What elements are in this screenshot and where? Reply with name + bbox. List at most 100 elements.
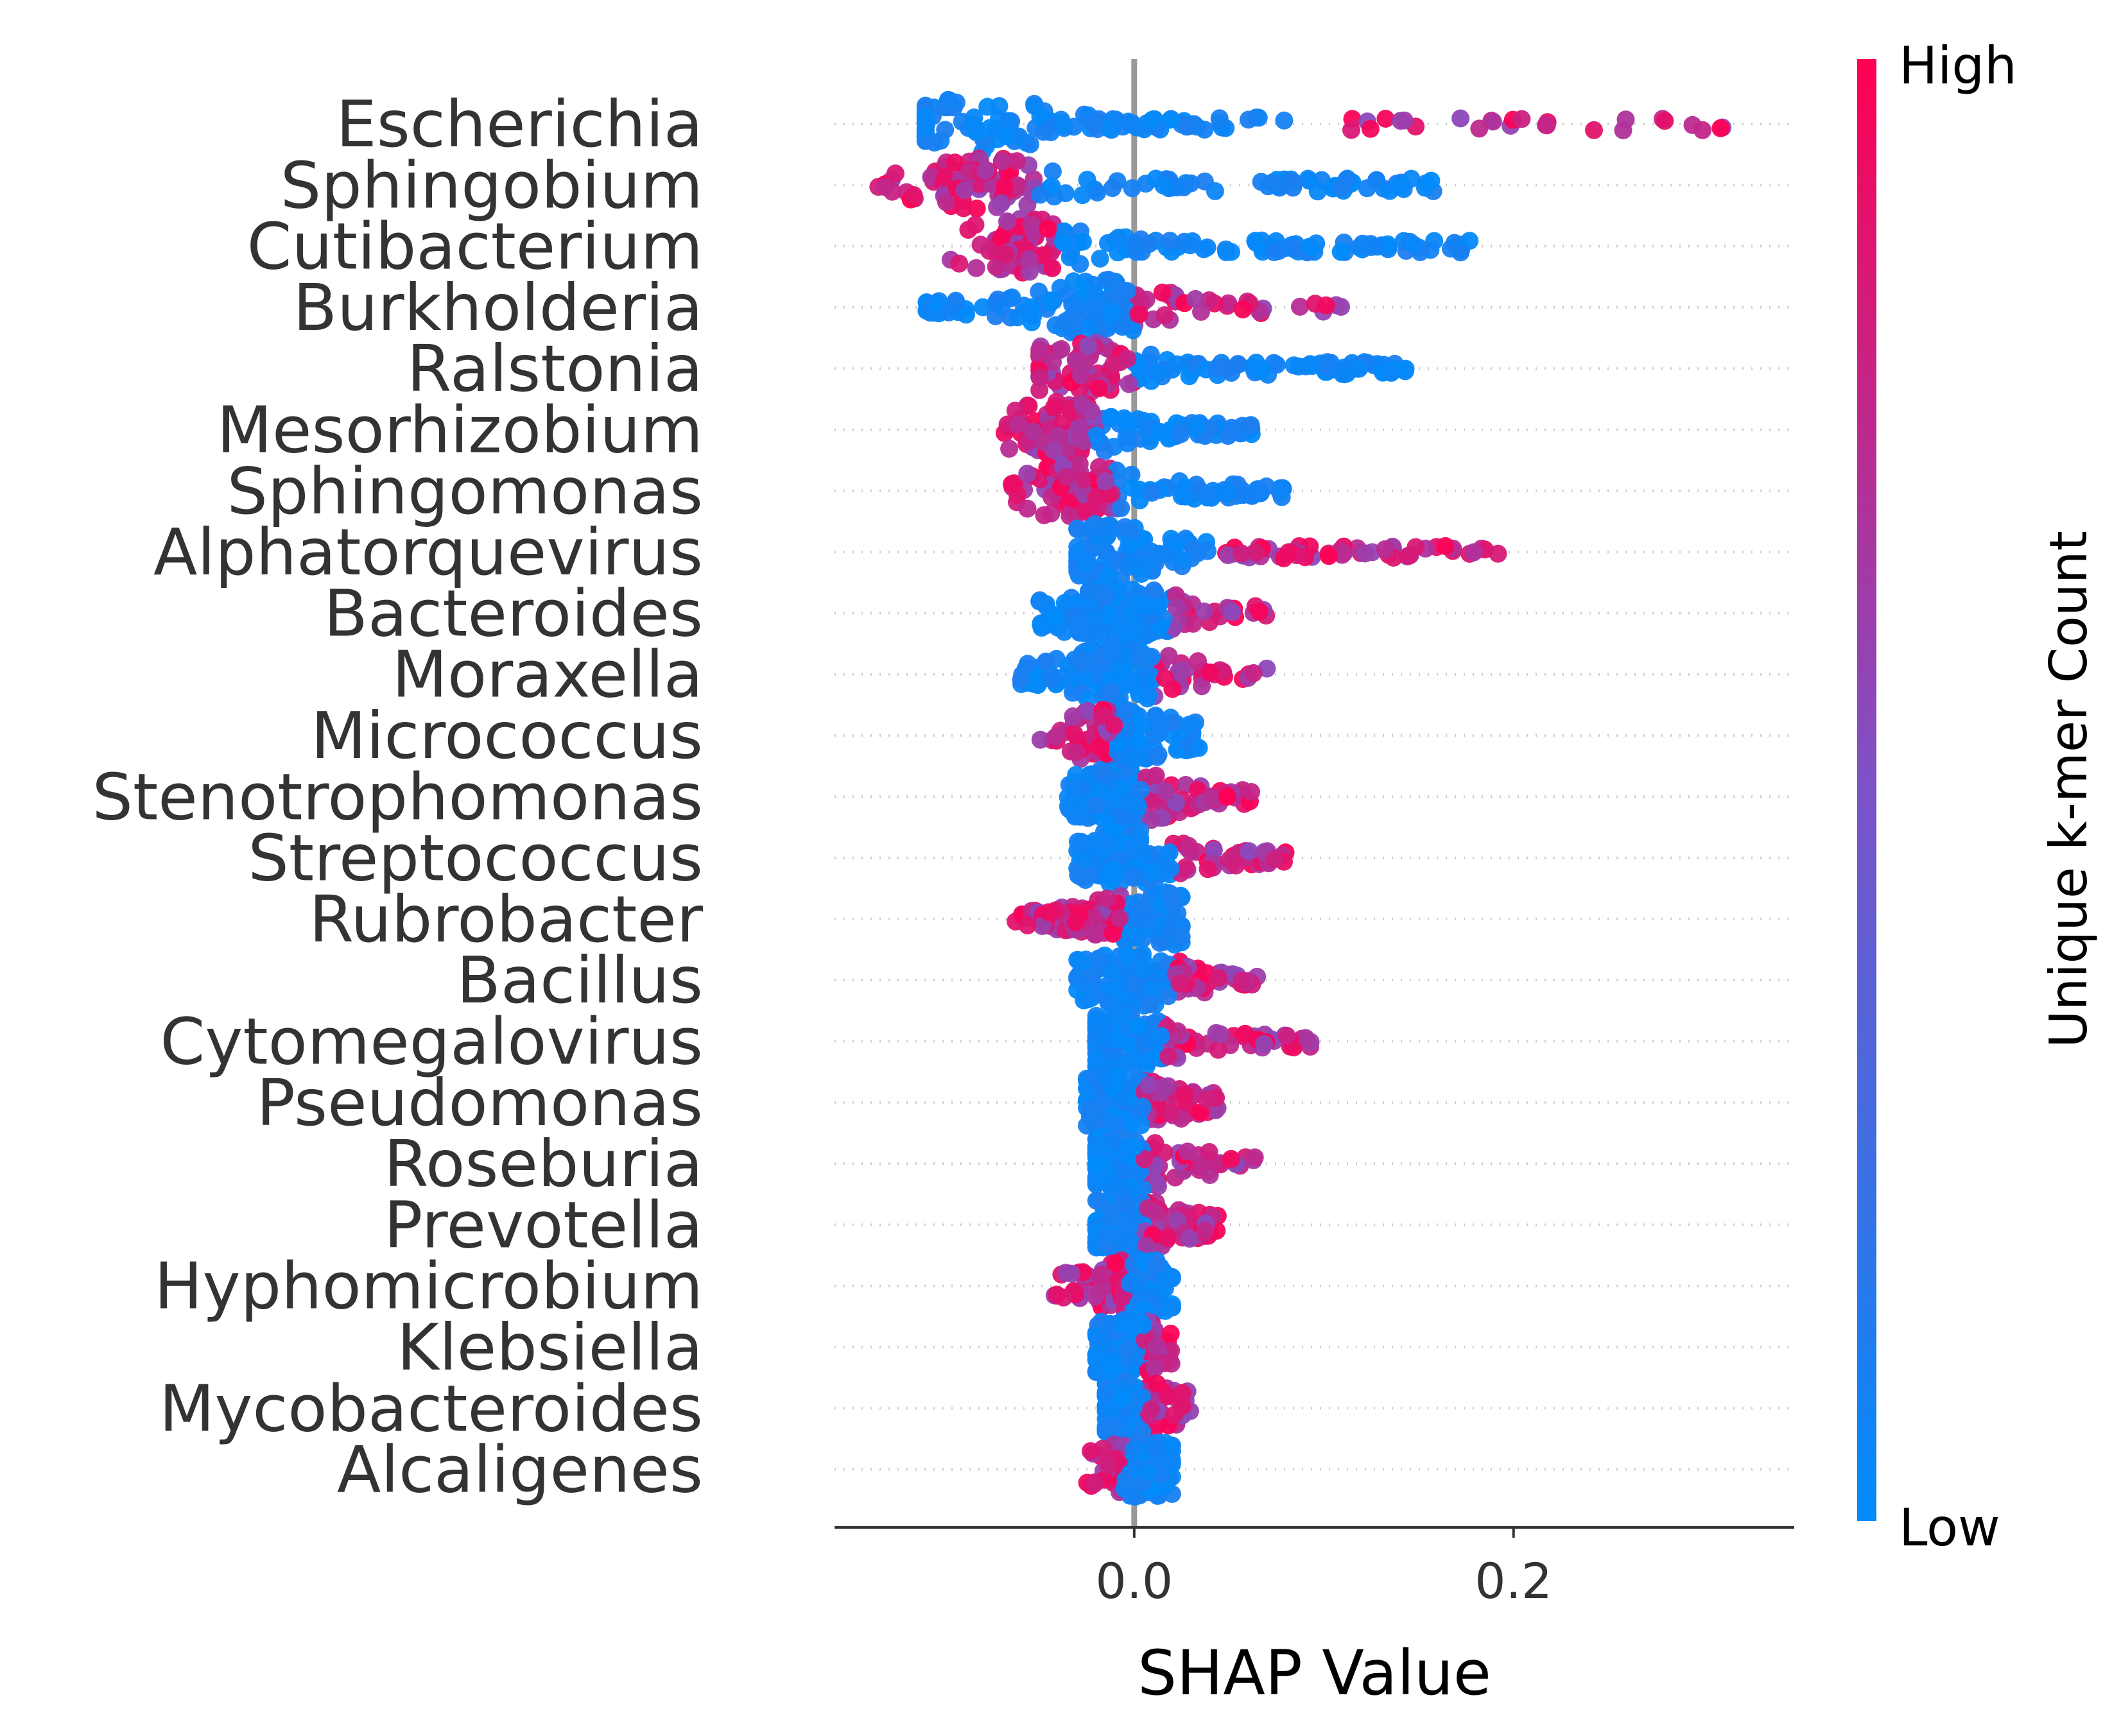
shap-point bbox=[1095, 442, 1114, 460]
shap-point bbox=[1161, 232, 1179, 250]
shap-point bbox=[1147, 1337, 1166, 1356]
shap-point bbox=[1198, 486, 1216, 504]
shap-point bbox=[1199, 860, 1217, 879]
shap-point bbox=[1078, 701, 1097, 720]
shap-point bbox=[1153, 1278, 1172, 1297]
shap-point bbox=[1156, 669, 1174, 687]
shap-point bbox=[1118, 350, 1137, 368]
shap-point bbox=[1080, 582, 1098, 601]
shap-points bbox=[869, 90, 1732, 1506]
shap-point bbox=[1145, 920, 1163, 939]
shap-point bbox=[1436, 537, 1455, 555]
shap-point bbox=[1091, 1035, 1109, 1053]
shap-point bbox=[1172, 927, 1191, 946]
shap-point bbox=[1120, 536, 1138, 554]
shap-point bbox=[1158, 1228, 1177, 1247]
shap-point bbox=[1199, 542, 1217, 560]
shap-point bbox=[1285, 356, 1303, 375]
shap-point bbox=[1145, 1359, 1164, 1377]
shap-point bbox=[1043, 670, 1061, 689]
shap-point bbox=[1585, 121, 1603, 139]
feature-label: Cutibacterium bbox=[247, 209, 703, 284]
shap-point bbox=[1172, 425, 1190, 443]
colorbar-title: Unique k-mer Count bbox=[2039, 531, 2099, 1048]
shap-point bbox=[1167, 598, 1186, 617]
shap-point bbox=[1073, 395, 1092, 414]
shap-point bbox=[1265, 243, 1283, 261]
shap-point bbox=[1179, 1142, 1197, 1161]
feature-label: Cytomegalovirus bbox=[160, 1004, 703, 1079]
x-tick-label: 0.0 bbox=[1095, 1552, 1173, 1610]
shap-point bbox=[1057, 468, 1076, 486]
shap-point bbox=[1367, 171, 1386, 189]
shap-point bbox=[1451, 109, 1470, 128]
colorbar bbox=[1857, 59, 1876, 1521]
shap-point bbox=[1160, 843, 1179, 862]
shap-point bbox=[1149, 364, 1168, 382]
shap-point bbox=[1104, 1417, 1122, 1436]
shap-point bbox=[940, 91, 958, 110]
shap-point bbox=[1331, 243, 1350, 261]
shap-point bbox=[1073, 651, 1092, 669]
shap-point bbox=[1317, 296, 1335, 314]
shap-point bbox=[1176, 487, 1195, 506]
shap-point bbox=[1170, 974, 1189, 993]
shap-point bbox=[1063, 295, 1082, 314]
feature-label: Ralstonia bbox=[407, 331, 703, 406]
shap-point bbox=[1090, 458, 1108, 476]
shap-point bbox=[1005, 474, 1023, 493]
shap-point bbox=[1132, 961, 1150, 980]
shap-point bbox=[1086, 608, 1104, 627]
shap-point bbox=[1103, 179, 1121, 198]
shap-point bbox=[1146, 583, 1164, 602]
shap-point bbox=[1242, 416, 1260, 434]
shap-point bbox=[1105, 716, 1123, 734]
shap-point bbox=[1154, 176, 1173, 194]
shap-point bbox=[1255, 1035, 1274, 1053]
shap-point bbox=[1057, 666, 1076, 684]
shap-point bbox=[1168, 355, 1186, 374]
shap-point bbox=[1089, 1192, 1108, 1210]
shap-point bbox=[1095, 587, 1114, 606]
shap-point bbox=[1066, 913, 1085, 932]
shap-point bbox=[1012, 670, 1030, 689]
shap-point bbox=[1031, 185, 1050, 204]
shap-point bbox=[1035, 506, 1053, 524]
shap-point bbox=[1119, 112, 1138, 131]
shap-point bbox=[1118, 960, 1136, 979]
shap-point bbox=[1085, 115, 1104, 133]
shap-point bbox=[1087, 426, 1105, 445]
shap-point bbox=[1143, 110, 1162, 129]
shap-point bbox=[1102, 1006, 1120, 1025]
shap-point bbox=[1213, 357, 1232, 376]
shap-point bbox=[1156, 306, 1174, 325]
shap-point bbox=[1195, 602, 1213, 621]
shap-point bbox=[1188, 418, 1206, 437]
shap-point bbox=[1066, 807, 1084, 826]
shap-point bbox=[1159, 1047, 1178, 1066]
shap-point bbox=[1125, 614, 1143, 632]
shap-point bbox=[1239, 110, 1258, 129]
shap-point bbox=[1245, 1148, 1264, 1167]
colorbar-high-label: High bbox=[1899, 36, 2017, 96]
shap-point bbox=[1202, 789, 1221, 807]
feature-label: Prevotella bbox=[384, 1187, 703, 1262]
shap-point bbox=[1115, 663, 1134, 682]
shap-point bbox=[995, 177, 1014, 196]
shap-point bbox=[1389, 176, 1408, 195]
shap-point bbox=[1064, 707, 1082, 726]
shap-point bbox=[1159, 987, 1177, 1006]
shap-point bbox=[1095, 832, 1113, 850]
shap-point bbox=[1033, 917, 1052, 935]
shap-point bbox=[1087, 796, 1105, 814]
shap-point bbox=[1059, 788, 1077, 807]
shap-point bbox=[1118, 1216, 1137, 1234]
shap-point bbox=[1121, 1275, 1139, 1293]
shap-point bbox=[955, 199, 973, 218]
shap-point bbox=[1361, 119, 1380, 138]
shap-point bbox=[1211, 1025, 1229, 1044]
shap-point bbox=[1247, 543, 1265, 562]
shap-point bbox=[1125, 1138, 1143, 1156]
shap-point bbox=[936, 168, 955, 186]
shap-point bbox=[1147, 1174, 1166, 1192]
